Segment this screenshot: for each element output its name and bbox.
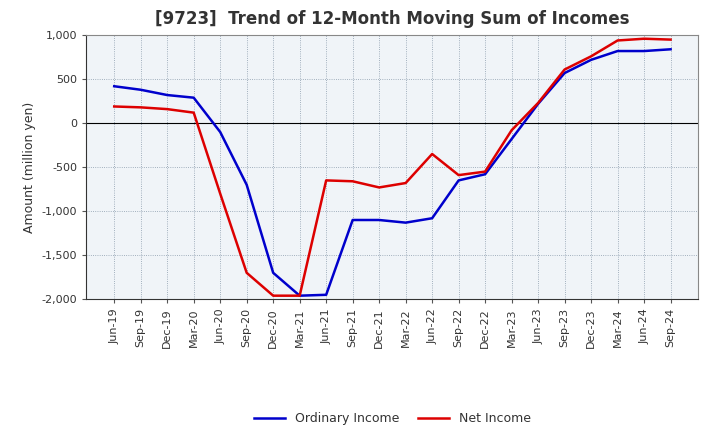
Net Income: [348, 179, 357, 184]
Ordinary Income: [375, 217, 384, 223]
Ordinary Income: [428, 216, 436, 221]
Ordinary Income: [189, 95, 198, 100]
Ordinary Income: [481, 172, 490, 177]
Ordinary Income: [560, 70, 569, 76]
Ordinary Income: [348, 217, 357, 223]
Ordinary Income: [666, 47, 675, 52]
Ordinary Income: [163, 92, 171, 98]
Net Income: [269, 293, 277, 298]
Net Income: [640, 36, 649, 41]
Y-axis label: Amount (million yen): Amount (million yen): [23, 102, 36, 233]
Title: [9723]  Trend of 12-Month Moving Sum of Incomes: [9723] Trend of 12-Month Moving Sum of I…: [155, 10, 630, 28]
Net Income: [375, 185, 384, 190]
Ordinary Income: [401, 220, 410, 225]
Net Income: [216, 191, 225, 196]
Net Income: [666, 37, 675, 42]
Net Income: [163, 106, 171, 112]
Ordinary Income: [322, 292, 330, 297]
Ordinary Income: [454, 178, 463, 183]
Net Income: [322, 178, 330, 183]
Net Income: [587, 54, 595, 59]
Net Income: [401, 180, 410, 186]
Ordinary Income: [613, 48, 622, 54]
Ordinary Income: [243, 182, 251, 187]
Net Income: [295, 293, 304, 298]
Ordinary Income: [587, 57, 595, 62]
Ordinary Income: [110, 84, 119, 89]
Net Income: [243, 270, 251, 275]
Line: Net Income: Net Income: [114, 39, 670, 296]
Net Income: [508, 128, 516, 133]
Ordinary Income: [216, 129, 225, 135]
Legend: Ordinary Income, Net Income: Ordinary Income, Net Income: [248, 407, 536, 430]
Net Income: [613, 38, 622, 43]
Net Income: [428, 151, 436, 157]
Ordinary Income: [508, 136, 516, 142]
Ordinary Income: [640, 48, 649, 54]
Net Income: [136, 105, 145, 110]
Net Income: [481, 169, 490, 174]
Net Income: [110, 104, 119, 109]
Ordinary Income: [534, 101, 542, 106]
Net Income: [189, 110, 198, 115]
Line: Ordinary Income: Ordinary Income: [114, 49, 670, 296]
Net Income: [454, 172, 463, 178]
Net Income: [560, 67, 569, 72]
Ordinary Income: [295, 293, 304, 298]
Net Income: [534, 100, 542, 106]
Ordinary Income: [136, 87, 145, 92]
Ordinary Income: [269, 270, 277, 275]
